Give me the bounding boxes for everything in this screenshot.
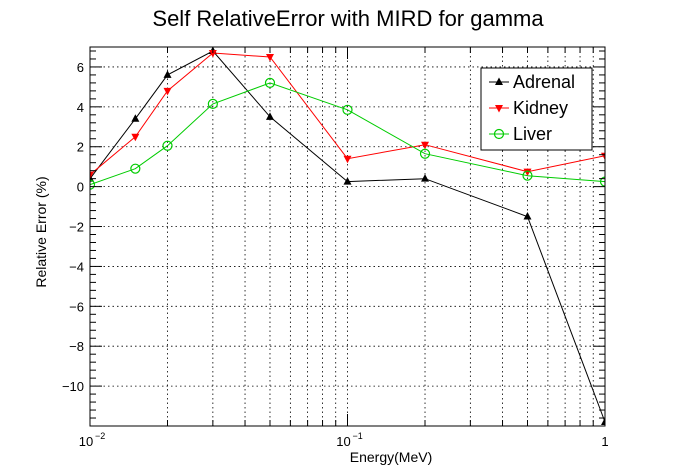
legend-marker	[495, 105, 503, 113]
chart-title: Self RelativeError with MIRD for gamma	[152, 6, 544, 31]
y-tick-label: 2	[77, 140, 84, 155]
data-point	[421, 141, 430, 150]
x-axis-label: Energy(MeV)	[350, 449, 432, 465]
series-kidney	[90, 49, 605, 180]
data-point	[265, 112, 274, 120]
data-point	[265, 53, 274, 62]
data-point	[163, 70, 172, 78]
x-tick-label: 10	[79, 434, 93, 449]
data-point	[90, 179, 96, 190]
legend-label: Liver	[513, 124, 552, 144]
series-line	[90, 82, 605, 186]
data-point	[421, 174, 430, 182]
y-axis-label: Relative Error (%)	[33, 176, 49, 287]
y-tick-label: −10	[62, 379, 84, 394]
data-point	[599, 176, 605, 187]
y-tick-label: −6	[69, 299, 84, 314]
legend-marker	[495, 77, 503, 85]
legend-marker	[493, 128, 505, 140]
y-tick-label: −8	[69, 339, 84, 354]
legend-label: Kidney	[513, 98, 568, 118]
series-liver	[90, 77, 605, 190]
data-point	[90, 171, 94, 180]
x-tick-label-exponent: −2	[95, 431, 105, 441]
data-point	[264, 77, 276, 89]
legend-label: Adrenal	[513, 72, 575, 92]
data-point	[207, 98, 218, 109]
plot-series	[90, 47, 605, 426]
data-point	[343, 155, 352, 164]
legend: Adrenal Kidney Liver	[480, 67, 593, 151]
data-point	[131, 114, 140, 122]
data-point	[163, 87, 172, 96]
y-tick-label: −2	[69, 220, 84, 235]
data-point	[343, 177, 352, 185]
y-tick-label: −4	[69, 259, 84, 274]
data-point	[131, 133, 140, 142]
data-point	[601, 417, 605, 426]
data-point	[523, 212, 532, 220]
data-point	[419, 148, 431, 159]
x-tick-label: 10	[336, 434, 350, 449]
data-point	[522, 170, 533, 181]
y-tick-label: 4	[77, 100, 84, 115]
data-point	[208, 49, 217, 58]
data-point	[162, 140, 173, 151]
y-tick-label: 6	[77, 60, 84, 75]
data-point	[342, 104, 353, 115]
y-tick-label: 0	[77, 180, 84, 195]
x-tick-label-exponent: −1	[353, 431, 363, 441]
data-point	[130, 163, 141, 174]
x-tick-label: 1	[601, 434, 608, 449]
data-point	[523, 168, 532, 177]
